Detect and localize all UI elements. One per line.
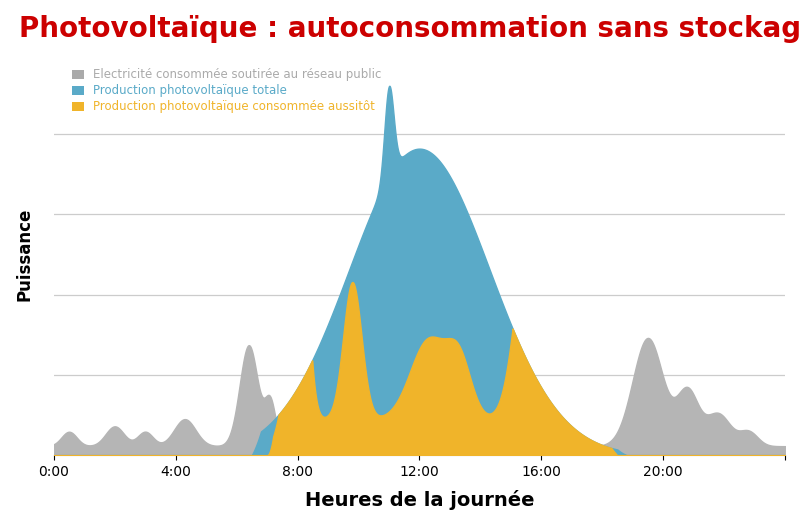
Legend: Electricité consommée soutirée au réseau public, Production photovoltaïque total: Electricité consommée soutirée au réseau… [67, 64, 386, 118]
X-axis label: Heures de la journée: Heures de la journée [305, 490, 534, 510]
Y-axis label: Puissance: Puissance [15, 208, 33, 301]
Title: Photovoltaïque : autoconsommation sans stockage: Photovoltaïque : autoconsommation sans s… [19, 15, 800, 43]
